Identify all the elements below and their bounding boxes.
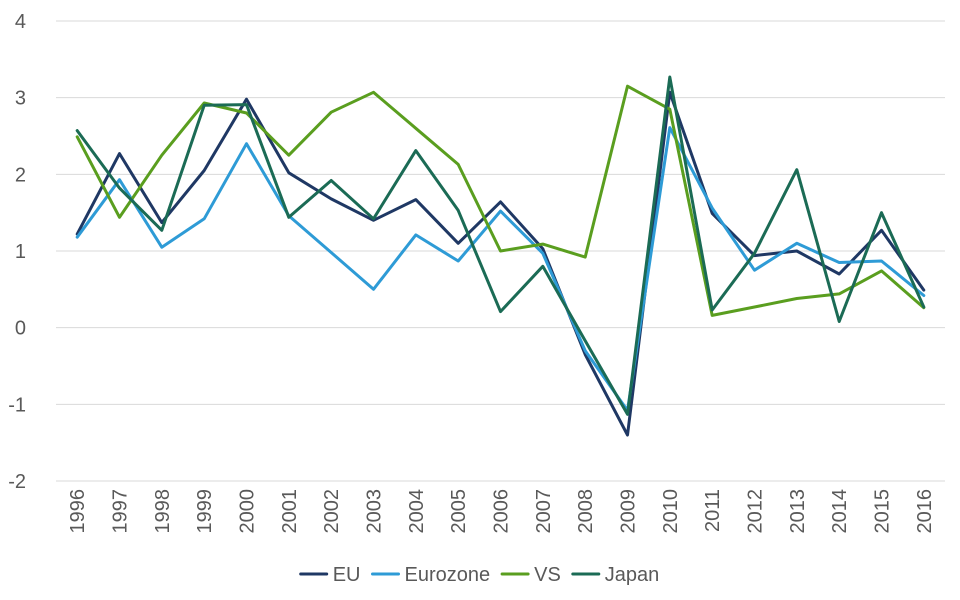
legend-item-vs: VS <box>500 564 561 586</box>
x-tick-label: 2009 <box>618 489 640 534</box>
series-line-japan <box>75 75 926 416</box>
x-tick-label: 2006 <box>491 489 513 534</box>
x-tick-label: 2011 <box>702 489 724 532</box>
x-tick-label: 2008 <box>575 489 597 534</box>
x-tick-label: 2000 <box>237 489 259 534</box>
y-tick-label: 1 <box>15 241 26 263</box>
y-axis-ticks: -2 -1 0 1 2 3 4 <box>8 11 26 493</box>
x-tick-label: 1998 <box>152 489 174 534</box>
legend-label: VS <box>534 564 561 586</box>
y-tick-label: -1 <box>8 394 26 416</box>
x-tick-label: 1997 <box>110 489 132 534</box>
y-tick-label: -2 <box>8 471 26 493</box>
x-tick-label: 2013 <box>787 489 809 534</box>
y-tick-label: 2 <box>15 164 26 186</box>
x-tick-label: 2002 <box>321 489 343 534</box>
x-tick-label: 2001 <box>279 489 301 534</box>
x-axis-ticks: 1996 1997 1998 1999 2000 2001 2002 2003 2004 2005… <box>67 489 936 534</box>
x-tick-label: 2007 <box>533 489 555 534</box>
x-tick-label: 2016 <box>914 489 936 534</box>
x-tick-label: 1996 <box>67 489 89 534</box>
legend: EU Eurozone VS Japan <box>299 564 660 586</box>
x-tick-label: 2004 <box>406 489 428 534</box>
x-tick-label: 2003 <box>364 489 386 534</box>
y-tick-label: 4 <box>15 11 26 33</box>
series-line-eu <box>75 90 926 437</box>
legend-item-eurozone: Eurozone <box>371 564 491 586</box>
x-tick-label: 2010 <box>660 489 682 534</box>
x-tick-label: 1999 <box>194 489 216 534</box>
y-tick-label: 3 <box>15 88 26 110</box>
x-tick-label: 2005 <box>448 489 470 534</box>
legend-label: Eurozone <box>405 564 491 586</box>
series-layer <box>75 75 926 437</box>
x-tick-label: 2014 <box>829 489 851 534</box>
x-tick-label: 2015 <box>872 489 894 534</box>
legend-item-japan: Japan <box>571 564 660 586</box>
y-tick-label: 0 <box>15 318 26 340</box>
legend-item-eu: EU <box>299 564 361 586</box>
legend-label: Japan <box>605 564 660 586</box>
x-tick-label: 2012 <box>745 489 767 534</box>
legend-label: EU <box>333 564 361 586</box>
series-line-eurozone <box>75 126 926 412</box>
grid-layer <box>56 20 945 482</box>
